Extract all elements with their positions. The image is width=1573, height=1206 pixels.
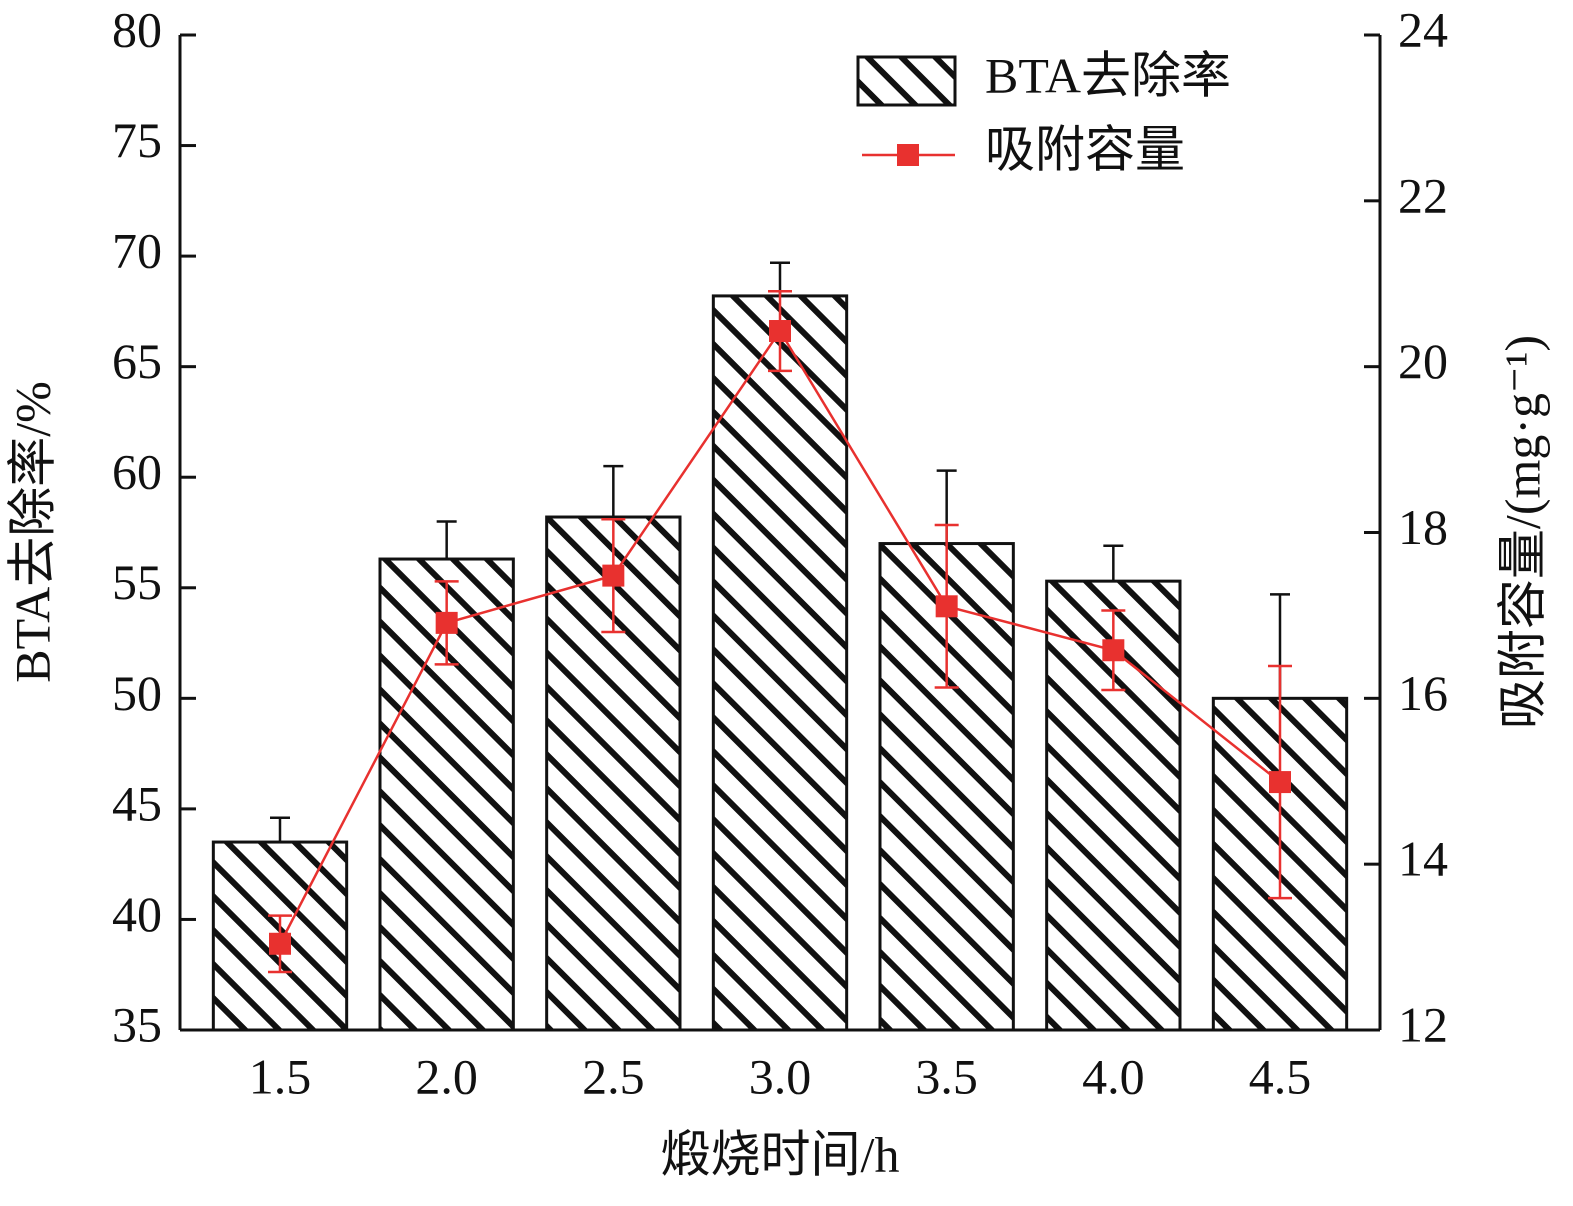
y-tick-label: 40 (112, 886, 162, 942)
y2-tick-label: 24 (1398, 1, 1448, 57)
marker (1102, 639, 1125, 662)
y-tick-label: 35 (112, 996, 162, 1052)
marker (1269, 771, 1291, 794)
x-tick-label: 3.0 (749, 1048, 812, 1104)
x-tick-label: 4.0 (1082, 1048, 1145, 1104)
marker (269, 932, 291, 955)
legend-swatch (897, 144, 919, 166)
y-tick-label: 70 (112, 223, 162, 279)
y2-tick-label: 12 (1398, 996, 1448, 1052)
marker (769, 320, 791, 343)
y2-tick-label: 14 (1398, 831, 1448, 887)
marker (602, 564, 625, 587)
y-tick-label: 65 (112, 333, 162, 389)
y2-tick-label: 20 (1398, 333, 1448, 389)
x-tick-label: 2.0 (415, 1048, 478, 1104)
y-axis-title: BTA去除率/% (4, 381, 60, 683)
x-tick-label: 1.5 (249, 1048, 312, 1104)
y-tick-label: 45 (112, 775, 162, 831)
y-tick-label: 50 (112, 665, 162, 721)
bar (545, 515, 682, 1032)
y2-tick-label: 18 (1398, 499, 1448, 555)
y-tick-label: 60 (112, 444, 162, 500)
y-tick-label: 55 (112, 554, 162, 610)
legend-label: BTA去除率 (985, 47, 1231, 103)
x-tick-label: 4.5 (1249, 1048, 1312, 1104)
marker (435, 611, 458, 634)
y-tick-label: 80 (112, 1, 162, 57)
marker (935, 595, 958, 618)
y2-tick-label: 16 (1398, 665, 1448, 721)
y-tick-label: 75 (112, 112, 162, 168)
y2-tick-label: 22 (1398, 167, 1448, 223)
x-tick-label: 3.5 (915, 1048, 978, 1104)
legend-swatch (856, 55, 957, 107)
legend-label: 吸附容量 (985, 121, 1185, 177)
y2-axis-title: 吸附容量/(mg·g⁻¹) (1494, 335, 1550, 729)
x-axis-title: 煅烧时间/h (661, 1126, 900, 1182)
x-tick-label: 2.5 (582, 1048, 645, 1104)
